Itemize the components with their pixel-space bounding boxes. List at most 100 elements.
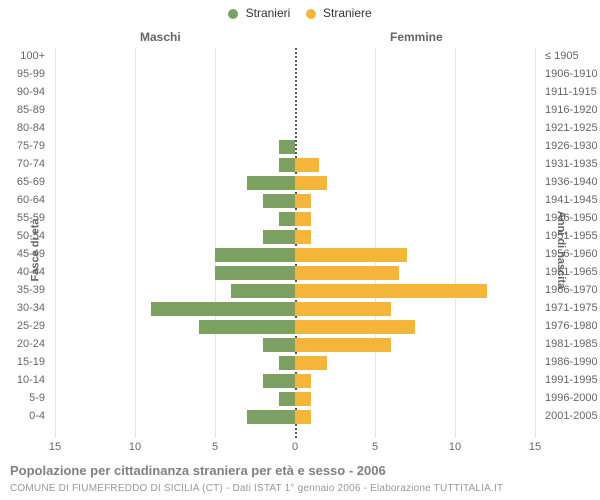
bar-male bbox=[263, 374, 295, 388]
birth-year-label: 1961-1965 bbox=[545, 266, 598, 278]
bar-male bbox=[247, 410, 295, 424]
birth-year-label: 1946-1950 bbox=[545, 212, 598, 224]
bar-male bbox=[199, 320, 295, 334]
bar-male bbox=[279, 212, 295, 226]
birth-year-label: 1976-1980 bbox=[545, 320, 598, 332]
birth-year-label: 1981-1985 bbox=[545, 338, 598, 350]
age-label: 40-44 bbox=[17, 266, 45, 278]
age-row: 60-641941-1945 bbox=[55, 192, 535, 210]
age-row: 55-591946-1950 bbox=[55, 210, 535, 228]
age-label: 65-69 bbox=[17, 176, 45, 188]
age-label: 80-84 bbox=[17, 122, 45, 134]
age-label: 0-4 bbox=[29, 410, 45, 422]
birth-year-label: 1986-1990 bbox=[545, 356, 598, 368]
birth-year-label: 1941-1945 bbox=[545, 194, 598, 206]
legend-item-female: Straniere bbox=[306, 6, 372, 20]
age-row: 95-991906-1910 bbox=[55, 66, 535, 84]
bar-male bbox=[231, 284, 295, 298]
plot-area: 100+≤ 190595-991906-191090-941911-191585… bbox=[55, 48, 535, 438]
age-label: 5-9 bbox=[29, 392, 45, 404]
age-row: 85-891916-1920 bbox=[55, 102, 535, 120]
age-row: 80-841921-1925 bbox=[55, 120, 535, 138]
bar-female bbox=[295, 302, 391, 316]
age-row: 15-191986-1990 bbox=[55, 354, 535, 372]
column-title-male: Maschi bbox=[140, 30, 181, 44]
age-row: 0-42001-2005 bbox=[55, 408, 535, 426]
age-label: 60-64 bbox=[17, 194, 45, 206]
x-tick-label: 5 bbox=[212, 441, 218, 453]
age-row: 30-341971-1975 bbox=[55, 300, 535, 318]
age-row: 35-391966-1970 bbox=[55, 282, 535, 300]
birth-year-label: 1971-1975 bbox=[545, 302, 598, 314]
age-label: 25-29 bbox=[17, 320, 45, 332]
age-label: 10-14 bbox=[17, 374, 45, 386]
bar-male bbox=[215, 266, 295, 280]
bar-male bbox=[215, 248, 295, 262]
chart-subcaption: COMUNE DI FIUMEFREDDO DI SICILIA (CT) - … bbox=[10, 483, 503, 494]
age-label: 50-54 bbox=[17, 230, 45, 242]
birth-year-label: 1916-1920 bbox=[545, 104, 598, 116]
legend-label-female: Straniere bbox=[323, 6, 372, 20]
bar-male bbox=[279, 392, 295, 406]
x-tick-label: 15 bbox=[529, 441, 541, 453]
age-label: 95-99 bbox=[17, 68, 45, 80]
age-row: 75-791926-1930 bbox=[55, 138, 535, 156]
swatch-male bbox=[228, 9, 238, 19]
birth-year-label: 1936-1940 bbox=[545, 176, 598, 188]
legend-label-male: Stranieri bbox=[246, 6, 291, 20]
bar-female bbox=[295, 248, 407, 262]
bar-male bbox=[279, 158, 295, 172]
birth-year-label: 1926-1930 bbox=[545, 140, 598, 152]
birth-year-label: 1956-1960 bbox=[545, 248, 598, 260]
age-label: 85-89 bbox=[17, 104, 45, 116]
age-row: 40-441961-1965 bbox=[55, 264, 535, 282]
chart-container: Stranieri Straniere Maschi Femmine Fasce… bbox=[0, 0, 600, 500]
birth-year-label: 1906-1910 bbox=[545, 68, 598, 80]
birth-year-label: 1996-2000 bbox=[545, 392, 598, 404]
bar-male bbox=[279, 356, 295, 370]
bar-female bbox=[295, 266, 399, 280]
x-tick-label: 5 bbox=[372, 441, 378, 453]
x-tick-label: 10 bbox=[129, 441, 141, 453]
legend-item-male: Stranieri bbox=[228, 6, 290, 20]
age-label: 20-24 bbox=[17, 338, 45, 350]
bar-female bbox=[295, 392, 311, 406]
bar-female bbox=[295, 356, 327, 370]
bar-female bbox=[295, 212, 311, 226]
legend: Stranieri Straniere bbox=[0, 6, 600, 20]
birth-year-label: 1966-1970 bbox=[545, 284, 598, 296]
bar-female bbox=[295, 176, 327, 190]
x-tick-label: 10 bbox=[449, 441, 461, 453]
bar-female bbox=[295, 410, 311, 424]
age-row: 10-141991-1995 bbox=[55, 372, 535, 390]
bar-male bbox=[263, 338, 295, 352]
birth-year-label: 1991-1995 bbox=[545, 374, 598, 386]
age-row: 5-91996-2000 bbox=[55, 390, 535, 408]
bar-female bbox=[295, 230, 311, 244]
bar-female bbox=[295, 284, 487, 298]
birth-year-label: ≤ 1905 bbox=[545, 50, 579, 62]
bar-female bbox=[295, 338, 391, 352]
age-label: 35-39 bbox=[17, 284, 45, 296]
birth-year-label: 1921-1925 bbox=[545, 122, 598, 134]
column-title-female: Femmine bbox=[390, 30, 443, 44]
birth-year-label: 2001-2005 bbox=[545, 410, 598, 422]
bar-male bbox=[151, 302, 295, 316]
bar-female bbox=[295, 374, 311, 388]
age-row: 90-941911-1915 bbox=[55, 84, 535, 102]
bar-female bbox=[295, 158, 319, 172]
age-row: 100+≤ 1905 bbox=[55, 48, 535, 66]
birth-year-label: 1911-1915 bbox=[545, 86, 597, 98]
bar-male bbox=[263, 194, 295, 208]
age-row: 45-491956-1960 bbox=[55, 246, 535, 264]
age-label: 15-19 bbox=[17, 356, 45, 368]
bar-male bbox=[247, 176, 295, 190]
age-label: 55-59 bbox=[17, 212, 45, 224]
age-label: 75-79 bbox=[17, 140, 45, 152]
bar-male bbox=[263, 230, 295, 244]
x-tick-label: 0 bbox=[292, 441, 298, 453]
age-label: 30-34 bbox=[17, 302, 45, 314]
age-label: 70-74 bbox=[17, 158, 45, 170]
age-label: 100+ bbox=[20, 50, 45, 62]
age-row: 25-291976-1980 bbox=[55, 318, 535, 336]
